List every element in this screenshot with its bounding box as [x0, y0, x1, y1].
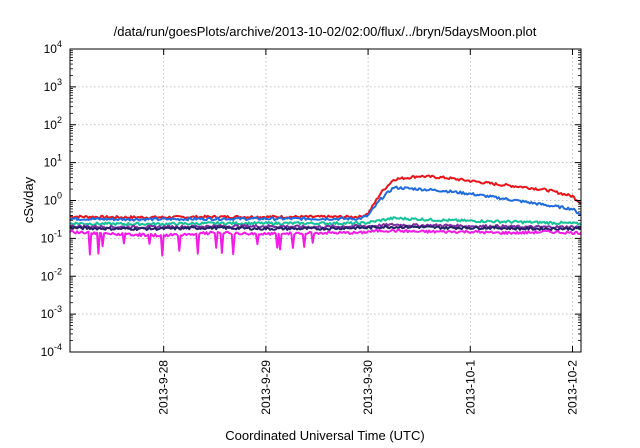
y-tick-label: 104 [44, 39, 62, 56]
series-line [69, 228, 582, 257]
y-tick-label: 102 [44, 115, 62, 132]
series-line [69, 185, 582, 222]
y-axis-label: cSv/day [21, 176, 36, 223]
x-tick-label: 2013-10-2 [565, 360, 579, 415]
x-tick-label: 2013-10-1 [463, 360, 477, 415]
x-axis-label: Coordinated Universal Time (UTC) [225, 428, 424, 443]
grid [70, 49, 581, 352]
series-layer [69, 174, 582, 257]
y-tick-label: 10-1 [41, 228, 62, 245]
x-tick-label: 2013-9-29 [259, 360, 273, 415]
series-line [69, 174, 582, 220]
y-tick-label: 10-4 [41, 342, 62, 359]
y-tick-label: 100 [44, 191, 62, 208]
x-tick-label: 2013-9-30 [361, 360, 375, 415]
series-line [69, 222, 582, 230]
chart-title: /data/run/goesPlots/archive/2013-10-02/0… [114, 24, 537, 39]
x-tick-label: 2013-9-28 [157, 360, 171, 415]
x-axis: 2013-9-28 2013-9-29 2013-9-30 2013-10-1 2013… [157, 49, 579, 415]
series-line [69, 216, 582, 227]
y-tick-label: 103 [44, 77, 62, 94]
y-tick-label: 10-2 [41, 266, 62, 283]
y-axis: 10-4 10-3 10-2 10-1 100 101 102 103 104 [41, 39, 581, 359]
y-tick-label: 10-3 [41, 304, 62, 321]
series-line [69, 224, 582, 231]
y-tick-label: 101 [44, 153, 62, 170]
